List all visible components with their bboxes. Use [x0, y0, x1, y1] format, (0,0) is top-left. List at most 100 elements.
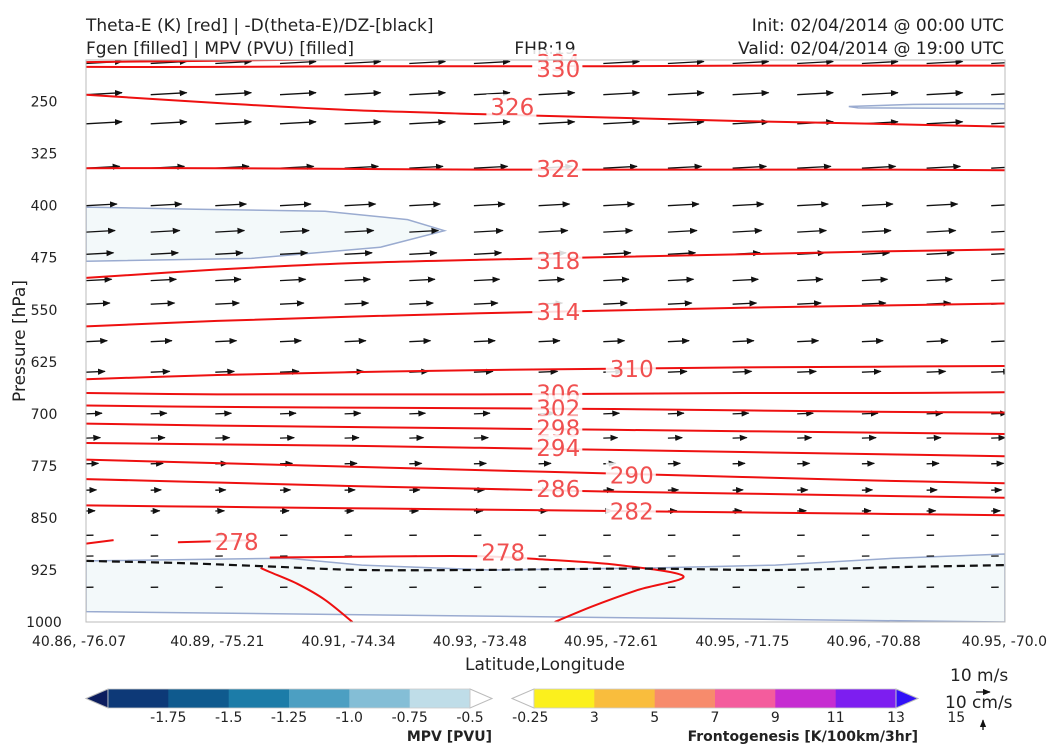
theta-e-label-bg-11 — [605, 462, 656, 487]
wind-vector-91 — [150, 250, 179, 257]
wind-vector-23 — [603, 89, 641, 97]
wind-vector-4 — [344, 60, 382, 66]
wind-vector-3 — [279, 60, 317, 66]
frontogenesis-colorbar: 3 5 7 9 11 13 15 — [510, 688, 965, 726]
wind-vector-125 — [409, 300, 434, 307]
wind-vector-54 — [667, 163, 703, 170]
theta-e-label-bg-13 — [605, 498, 656, 523]
wind-vector-173 — [603, 410, 621, 417]
mpv-colorbar-tick-1: -1.5 — [215, 710, 242, 726]
wind-vector-56 — [797, 163, 832, 170]
wind-vector-18 — [279, 89, 317, 97]
theta-e-label-1: 330 — [536, 57, 580, 83]
wind-vector-88 — [926, 227, 957, 235]
wind-vector-108 — [279, 276, 307, 283]
wind-vector-38 — [603, 119, 641, 126]
wind-vector-165 — [86, 410, 103, 417]
wind-vector-67 — [538, 201, 571, 208]
wind-vector-121 — [150, 300, 176, 307]
theta-e-label-15: 278 — [481, 541, 525, 567]
wind-vector-82 — [538, 227, 569, 235]
y-axis-label: Pressure [hPa] — [10, 280, 30, 402]
wind-vector-62 — [215, 201, 248, 208]
x-tick-6: 40.96, -70.88 — [827, 634, 921, 650]
wind-vector-102 — [861, 250, 891, 257]
x-tick-2: 40.91, -74.34 — [302, 634, 396, 650]
wind-vector-2 — [215, 60, 253, 66]
y-tick-1000: 1000 — [26, 615, 62, 631]
mpv-colorbar-tick-0: -1.75 — [150, 710, 186, 726]
wind-vector-92 — [215, 250, 244, 257]
wind-vector-73 — [926, 201, 959, 208]
fgen-colorbar-tick-2: 7 — [711, 710, 720, 726]
wind-vector-184 — [344, 434, 360, 441]
wind-vector-149 — [991, 340, 1005, 343]
mpv-colorbar-segment-4 — [289, 689, 350, 708]
fgen-colorbar-tick-0: 3 — [590, 710, 599, 726]
wind-vector-140 — [409, 337, 432, 345]
wind-vector-36 — [473, 119, 511, 126]
wind-vector-26 — [797, 89, 834, 97]
wind-vector-57 — [861, 163, 897, 170]
wind-vector-148 — [926, 337, 949, 345]
wind-vector-90 — [86, 250, 115, 257]
wind-vector-185 — [409, 434, 425, 441]
wind-vector-80 — [409, 227, 440, 235]
wind-vector-85 — [732, 227, 763, 235]
theta-e-isoline-326 — [86, 93, 1005, 128]
wind-vector-137 — [215, 337, 238, 345]
wind-vector-9 — [667, 60, 705, 66]
wind-vector-160 — [732, 368, 753, 375]
wind-vector-141 — [473, 337, 496, 345]
wind-vector-35 — [409, 119, 447, 126]
valid-time: Valid: 02/04/2014 @ 19:00 UTC — [738, 39, 1004, 59]
title-line-1: Theta-E (K) [red] | -D(theta-E)/DZ-[blac… — [85, 16, 434, 36]
plot-frame — [85, 59, 1006, 623]
wind-vector-146 — [797, 337, 820, 345]
wind-vector-30 — [86, 119, 123, 126]
wind-vector-94 — [344, 250, 373, 257]
y-tick-475: 475 — [31, 251, 58, 267]
fgen-colorbar-segment-6 — [835, 689, 897, 708]
init-time: Init: 02/04/2014 @ 00:00 UTC — [752, 16, 1004, 36]
y-tick-325: 325 — [31, 147, 58, 163]
wind-vector-139 — [344, 337, 367, 345]
wind-vector-150 — [86, 368, 106, 375]
fgen-colorbar-tick-4: 11 — [827, 710, 845, 726]
wind-vector-77 — [215, 227, 246, 235]
mpv-colorbar-extend-low — [84, 688, 109, 709]
fgen-colorbar-segment-2 — [594, 689, 656, 708]
wind-vector-178 — [926, 410, 944, 417]
fgen-colorbar-frame — [533, 688, 897, 709]
wind-vector-117 — [861, 276, 889, 283]
wind-vector-78 — [279, 227, 310, 235]
wind-vector-128 — [603, 300, 628, 307]
wind-vector-8 — [603, 60, 641, 66]
fgen-colorbar-segment-1 — [534, 689, 595, 708]
wind-vector-153 — [279, 368, 300, 375]
wind-vector-192 — [861, 434, 877, 441]
wind-vector-43 — [926, 119, 964, 126]
mpv-colorbar-tick-5: -0.5 — [456, 710, 483, 726]
wind-vector-25 — [732, 89, 770, 97]
theta-e-label-bg-8 — [532, 395, 583, 420]
wind-vector-118 — [926, 276, 953, 283]
theta-e-label-14: 278 — [215, 530, 259, 556]
wind-vector-22 — [538, 89, 576, 97]
wind-vector-89 — [991, 230, 1005, 233]
wind-vector-49 — [344, 163, 380, 170]
fgen-colorbar-extend-low — [510, 688, 535, 709]
wind-vector-20 — [409, 89, 447, 97]
wind-vector-27 — [861, 89, 899, 97]
y-tick-925: 925 — [31, 563, 58, 579]
theta-e-label-bg-2 — [486, 94, 537, 119]
wind-vector-142 — [538, 337, 561, 345]
theta-e-label-bg-3 — [532, 155, 583, 180]
wind-vector-28 — [926, 89, 964, 97]
wind-vector-167 — [215, 410, 233, 417]
mpv-region-0 — [86, 206, 448, 262]
wind-vector-162 — [861, 368, 882, 375]
wind-vector-71 — [797, 201, 829, 208]
frontogenesis-colorbar-title: Frontogenesis [K/100km/3hr] — [688, 729, 918, 745]
wind-vector-166 — [150, 410, 168, 417]
